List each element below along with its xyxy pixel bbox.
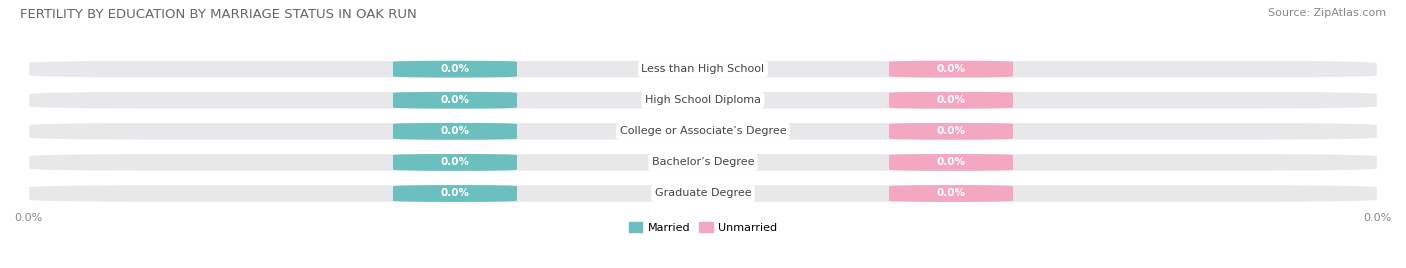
Text: College or Associate’s Degree: College or Associate’s Degree	[620, 126, 786, 136]
FancyBboxPatch shape	[28, 91, 1378, 110]
Text: 0.0%: 0.0%	[440, 188, 470, 199]
Text: 0.0%: 0.0%	[440, 157, 470, 168]
FancyBboxPatch shape	[28, 184, 1378, 203]
FancyBboxPatch shape	[394, 123, 517, 140]
Text: 0.0%: 0.0%	[936, 95, 966, 105]
FancyBboxPatch shape	[394, 154, 517, 171]
Text: Graduate Degree: Graduate Degree	[655, 188, 751, 199]
FancyBboxPatch shape	[889, 185, 1012, 202]
Text: 0.0%: 0.0%	[440, 126, 470, 136]
Text: FERTILITY BY EDUCATION BY MARRIAGE STATUS IN OAK RUN: FERTILITY BY EDUCATION BY MARRIAGE STATU…	[20, 8, 416, 21]
Text: 0.0%: 0.0%	[936, 126, 966, 136]
Text: 0.0%: 0.0%	[440, 64, 470, 74]
FancyBboxPatch shape	[889, 123, 1012, 140]
Text: Source: ZipAtlas.com: Source: ZipAtlas.com	[1268, 8, 1386, 18]
FancyBboxPatch shape	[889, 61, 1012, 77]
Text: High School Diploma: High School Diploma	[645, 95, 761, 105]
FancyBboxPatch shape	[889, 154, 1012, 171]
Text: 0.0%: 0.0%	[1364, 213, 1392, 223]
Text: 0.0%: 0.0%	[936, 157, 966, 168]
FancyBboxPatch shape	[28, 59, 1378, 79]
FancyBboxPatch shape	[28, 153, 1378, 172]
FancyBboxPatch shape	[28, 122, 1378, 141]
Legend: Married, Unmarried: Married, Unmarried	[624, 218, 782, 238]
Text: 0.0%: 0.0%	[936, 188, 966, 199]
FancyBboxPatch shape	[889, 92, 1012, 109]
Text: 0.0%: 0.0%	[936, 64, 966, 74]
Text: 0.0%: 0.0%	[440, 95, 470, 105]
Text: Less than High School: Less than High School	[641, 64, 765, 74]
Text: Bachelor’s Degree: Bachelor’s Degree	[652, 157, 754, 168]
FancyBboxPatch shape	[394, 185, 517, 202]
Text: 0.0%: 0.0%	[14, 213, 42, 223]
FancyBboxPatch shape	[394, 61, 517, 77]
FancyBboxPatch shape	[394, 92, 517, 109]
